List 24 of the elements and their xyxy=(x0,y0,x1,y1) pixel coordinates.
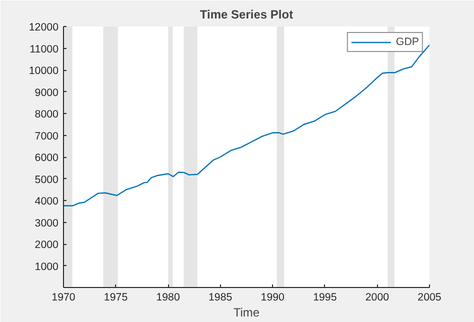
y-tick-label: 6000 xyxy=(34,152,59,164)
y-tick-label: 9000 xyxy=(34,86,59,99)
x-axis-title: Time xyxy=(233,306,260,320)
y-tick-label: 12000 xyxy=(28,22,59,34)
legend-label: GDP xyxy=(396,36,419,48)
x-tick-label: 1975 xyxy=(104,292,128,304)
x-tick-label: 1985 xyxy=(208,292,232,304)
x-tick-label: 1990 xyxy=(260,292,285,304)
line-series xyxy=(64,44,430,206)
x-tick-label: 1980 xyxy=(156,292,180,304)
y-tick-label: 1000 xyxy=(34,260,59,273)
x-tick-label: 2005 xyxy=(418,292,442,304)
y-tick-label: 10000 xyxy=(28,65,59,77)
y-tick-label: 7000 xyxy=(34,130,59,142)
y-tick-label: 3000 xyxy=(34,217,59,230)
y-tick-label: 11000 xyxy=(30,43,59,56)
y-tick-label: 4000 xyxy=(34,196,59,208)
y-tick-label: 5000 xyxy=(34,174,59,186)
y-tick-label: 2000 xyxy=(34,239,59,251)
x-tick-label: 2000 xyxy=(365,292,390,304)
x-tick-label: 1970 xyxy=(52,292,76,304)
chart-title: Time Series Plot xyxy=(200,8,294,22)
x-tick-label: 1995 xyxy=(313,292,337,304)
y-tick-label: 8000 xyxy=(34,108,59,120)
